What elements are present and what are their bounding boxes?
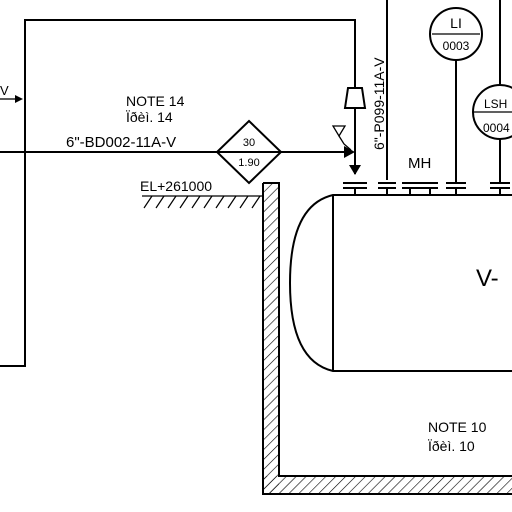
instrument-1-letters: LI xyxy=(450,15,462,31)
line-label-horizontal: 6"-BD002-11A-V xyxy=(66,134,176,151)
diamond-bottom-value: 1.90 xyxy=(238,157,259,169)
instrument-2-letters: LSH xyxy=(484,97,507,111)
instrument-1-number: 0003 xyxy=(443,39,470,53)
nozzle-flanges xyxy=(343,182,510,195)
horizontal-vessel: V- xyxy=(288,194,512,372)
pit-wall xyxy=(262,182,512,495)
reducer-symbol xyxy=(343,87,367,109)
note-top: NOTE 14 xyxy=(126,93,185,109)
upper-process-line xyxy=(0,19,356,367)
instrument-bubble-2: LSH 0004 xyxy=(472,84,512,140)
instrument-bubble-1: LI 0003 xyxy=(429,7,483,183)
elevation-marker: EL+261000 xyxy=(140,178,262,209)
instrument-2-number: 0004 xyxy=(483,121,510,135)
manhole-label: MH xyxy=(408,155,431,172)
note-top-sub: Ïðèì. 14 xyxy=(126,109,173,125)
diamond-marker: 30 1.90 xyxy=(215,119,283,185)
vent-symbol xyxy=(331,125,352,151)
note-bottom-sub: Ïðèì. 10 xyxy=(428,438,475,454)
flow-arrow-left-label: V xyxy=(0,83,9,98)
drop-arrowhead xyxy=(349,165,361,175)
line-label-vertical: 6"-P099-11A-V xyxy=(371,57,387,150)
elevation-label: EL+261000 xyxy=(140,178,212,194)
vessel-tag: V- xyxy=(476,265,499,292)
note-bottom: NOTE 10 xyxy=(428,419,487,435)
flow-arrow-left: V xyxy=(0,83,23,103)
flow-arrowhead xyxy=(344,146,355,158)
diamond-top-value: 30 xyxy=(243,137,255,149)
